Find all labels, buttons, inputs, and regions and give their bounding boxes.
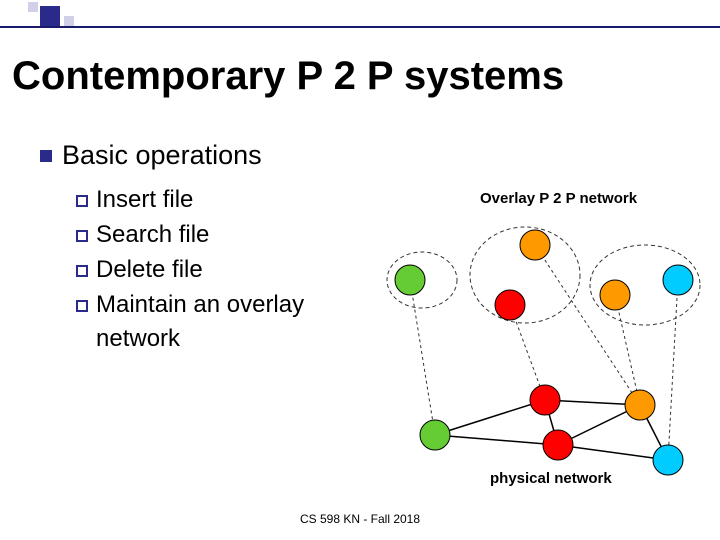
bullet-marker-solid	[40, 150, 52, 162]
network-svg	[380, 190, 710, 490]
bullet-marker-hollow	[76, 195, 88, 207]
sub-bullet-1: Search file	[76, 218, 209, 252]
overlay-label: Overlay P 2 P network	[480, 190, 637, 207]
logo-square-small-1	[28, 2, 38, 12]
sub-bullet-text: Delete file	[96, 253, 203, 287]
sub-bullet-text: Search file	[96, 218, 209, 252]
slide-title: Contemporary P 2 P systems	[12, 54, 564, 99]
sub-bullet-text: Insert file	[96, 183, 193, 217]
bullet-marker-hollow	[76, 230, 88, 242]
network-diagram: Overlay P 2 P network physical network	[380, 190, 710, 490]
sub-bullet-3: Maintain an overlay network	[76, 288, 356, 355]
bullet-lvl1: Basic operations	[40, 140, 262, 171]
logo-square-big	[40, 6, 60, 26]
slide-footer: CS 598 KN - Fall 2018	[0, 512, 720, 526]
bullet-marker-hollow	[76, 265, 88, 277]
physical-label: physical network	[490, 470, 612, 487]
sub-bullet-2: Delete file	[76, 253, 203, 287]
section-heading: Basic operations	[62, 140, 262, 171]
slide-topbar	[0, 0, 720, 28]
logo-square-small-2	[64, 16, 74, 26]
sub-bullet-0: Insert file	[76, 183, 193, 217]
sub-bullet-text: Maintain an overlay network	[96, 288, 356, 355]
bullet-marker-hollow	[76, 300, 88, 312]
